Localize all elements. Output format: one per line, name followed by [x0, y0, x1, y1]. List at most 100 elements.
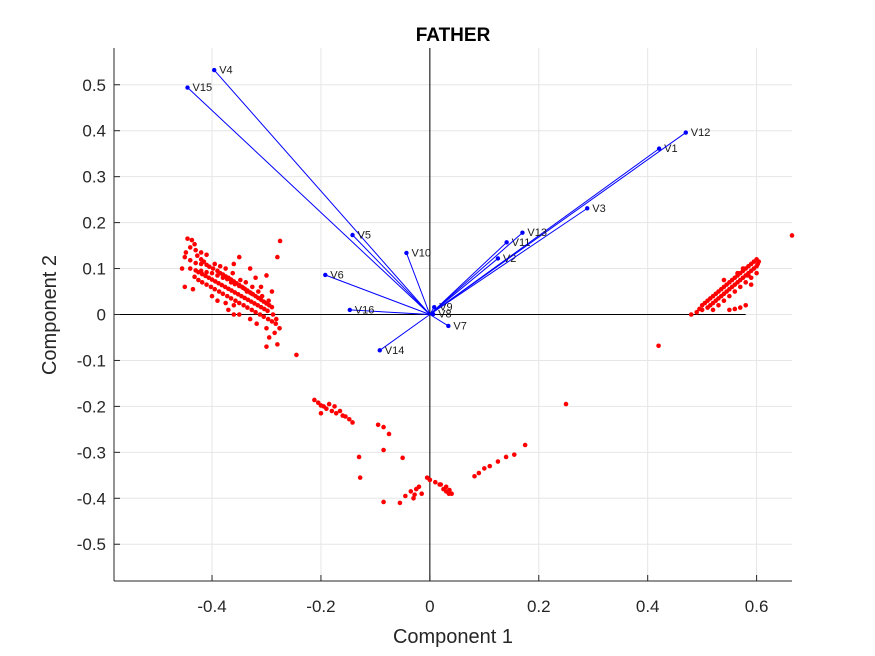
- score-point: [241, 303, 246, 308]
- vector-line: [213, 69, 431, 315]
- vector-endpoint: [520, 230, 525, 235]
- vector-endpoint: [656, 146, 662, 151]
- score-point: [522, 442, 528, 448]
- score-point: [223, 300, 228, 306]
- score-point: [476, 470, 482, 476]
- score-point: [350, 420, 355, 425]
- score-point: [209, 270, 215, 276]
- x-tick-label: 0: [425, 597, 434, 616]
- y-tick-label: -0.3: [77, 443, 106, 462]
- vector-endpoint: [495, 256, 501, 261]
- score-point: [182, 254, 188, 260]
- vector-line: [429, 314, 449, 327]
- score-point: [258, 284, 264, 290]
- y-tick-label: -0.1: [77, 351, 106, 370]
- vector-line: [429, 207, 588, 315]
- score-point: [408, 489, 414, 494]
- x-ticks: -0.4 -0.2 0 0.2 0.4 0.6: [197, 575, 768, 616]
- score-point: [751, 259, 757, 264]
- score-point: [207, 264, 212, 270]
- score-point: [193, 260, 198, 266]
- score-point: [277, 325, 282, 331]
- score-point: [740, 268, 746, 274]
- score-point: [270, 312, 276, 317]
- score-point: [244, 289, 250, 294]
- vector-endpoint: [347, 307, 353, 313]
- vector-endpoint: [585, 206, 590, 211]
- y-tick-label: 0.4: [82, 122, 106, 141]
- score-point: [400, 455, 405, 461]
- score-point: [228, 280, 234, 285]
- y-tick-label: -0.2: [77, 397, 106, 416]
- score-point: [447, 487, 452, 493]
- score-point: [702, 300, 708, 306]
- score-point: [253, 275, 258, 281]
- score-point: [482, 466, 487, 471]
- vector-line: [349, 309, 430, 315]
- score-point: [748, 282, 754, 287]
- score-point: [381, 424, 386, 430]
- score-point: [472, 473, 477, 479]
- score-point: [265, 308, 270, 314]
- score-point: [204, 252, 209, 258]
- score-point: [743, 303, 749, 308]
- vector-line: [429, 241, 507, 315]
- score-point: [236, 300, 242, 306]
- score-point: [727, 293, 732, 299]
- score-points: [179, 233, 795, 506]
- vector-line: [429, 232, 523, 315]
- score-point: [294, 352, 299, 358]
- x-tick-label: -0.2: [306, 597, 335, 616]
- score-point: [397, 500, 403, 506]
- score-point: [240, 285, 246, 291]
- y-tick-label: 0.2: [82, 214, 106, 233]
- score-point: [193, 247, 198, 253]
- score-point: [495, 459, 501, 464]
- score-point: [182, 284, 188, 290]
- vector-endpoint: [350, 232, 355, 238]
- x-tick-label: -0.4: [197, 597, 226, 616]
- score-point: [343, 414, 348, 419]
- score-point: [789, 233, 795, 238]
- score-point: [326, 401, 332, 407]
- score-point: [198, 268, 204, 274]
- score-point: [511, 452, 517, 457]
- score-point: [269, 289, 275, 294]
- vector-label: V9: [439, 302, 452, 314]
- score-point: [243, 280, 249, 285]
- score-point: [724, 282, 729, 287]
- score-point: [209, 293, 215, 299]
- score-point: [199, 280, 205, 285]
- score-point: [381, 447, 386, 453]
- score-point: [224, 276, 230, 282]
- score-point: [230, 270, 236, 276]
- score-point: [437, 482, 442, 487]
- score-point: [746, 273, 751, 278]
- vector-label: V5: [358, 230, 371, 242]
- score-point: [381, 499, 386, 505]
- score-point: [250, 284, 255, 290]
- score-point: [272, 330, 277, 336]
- score-point: [249, 307, 255, 313]
- score-point: [713, 291, 719, 297]
- score-point: [215, 273, 220, 278]
- score-point: [412, 492, 417, 497]
- vector-endpoint: [504, 240, 509, 245]
- score-point: [264, 273, 269, 278]
- vector-label: V16: [355, 304, 375, 316]
- x-tick-label: 0.2: [527, 597, 551, 616]
- score-point: [419, 491, 424, 496]
- score-point: [433, 479, 438, 485]
- score-point: [195, 253, 200, 258]
- score-point: [204, 282, 209, 287]
- score-point: [727, 307, 732, 313]
- score-point: [247, 316, 253, 322]
- score-point: [356, 454, 362, 460]
- vector-label: V14: [385, 345, 405, 357]
- score-point: [357, 475, 363, 480]
- score-point: [231, 312, 237, 317]
- score-point: [236, 283, 242, 289]
- x-axis-label: Component 1: [393, 626, 513, 648]
- score-point: [332, 404, 337, 409]
